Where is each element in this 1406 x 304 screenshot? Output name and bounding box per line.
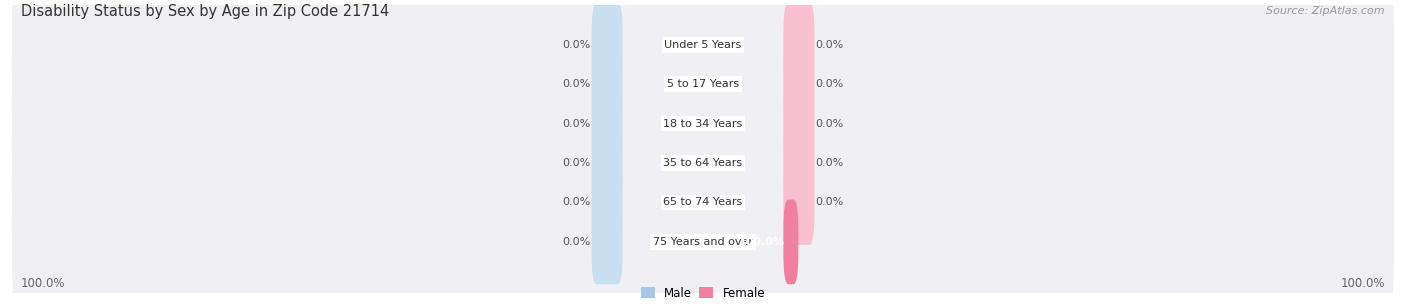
FancyBboxPatch shape [783, 2, 814, 87]
Text: 0.0%: 0.0% [815, 79, 844, 89]
Text: 0.0%: 0.0% [562, 158, 591, 168]
Legend: Male, Female: Male, Female [636, 282, 770, 304]
FancyBboxPatch shape [592, 160, 623, 245]
Text: 0.0%: 0.0% [562, 119, 591, 129]
Text: 0.0%: 0.0% [562, 198, 591, 207]
FancyBboxPatch shape [11, 126, 1395, 279]
Text: 18 to 34 Years: 18 to 34 Years [664, 119, 742, 129]
FancyBboxPatch shape [11, 165, 1395, 304]
Text: 0.0%: 0.0% [562, 237, 591, 247]
FancyBboxPatch shape [11, 86, 1395, 240]
Text: 0.0%: 0.0% [562, 79, 591, 89]
FancyBboxPatch shape [592, 42, 623, 127]
FancyBboxPatch shape [783, 42, 814, 127]
Text: 0.0%: 0.0% [815, 158, 844, 168]
Text: 0.0%: 0.0% [815, 40, 844, 50]
FancyBboxPatch shape [783, 199, 799, 284]
FancyBboxPatch shape [592, 199, 623, 284]
Text: 100.0%: 100.0% [738, 237, 785, 247]
Text: 0.0%: 0.0% [562, 40, 591, 50]
Text: 100.0%: 100.0% [1340, 277, 1385, 290]
FancyBboxPatch shape [11, 7, 1395, 161]
FancyBboxPatch shape [783, 81, 814, 166]
FancyBboxPatch shape [592, 2, 623, 87]
Text: Disability Status by Sex by Age in Zip Code 21714: Disability Status by Sex by Age in Zip C… [21, 4, 389, 19]
Text: 5 to 17 Years: 5 to 17 Years [666, 79, 740, 89]
Text: Under 5 Years: Under 5 Years [665, 40, 741, 50]
FancyBboxPatch shape [11, 0, 1395, 122]
Text: 0.0%: 0.0% [815, 198, 844, 207]
FancyBboxPatch shape [592, 81, 623, 166]
Text: 75 Years and over: 75 Years and over [652, 237, 754, 247]
FancyBboxPatch shape [592, 121, 623, 206]
FancyBboxPatch shape [783, 160, 814, 245]
Text: Source: ZipAtlas.com: Source: ZipAtlas.com [1267, 6, 1385, 16]
FancyBboxPatch shape [11, 47, 1395, 201]
Text: 0.0%: 0.0% [815, 119, 844, 129]
Text: 100.0%: 100.0% [21, 277, 66, 290]
FancyBboxPatch shape [783, 121, 814, 206]
Text: 35 to 64 Years: 35 to 64 Years [664, 158, 742, 168]
Text: 65 to 74 Years: 65 to 74 Years [664, 198, 742, 207]
